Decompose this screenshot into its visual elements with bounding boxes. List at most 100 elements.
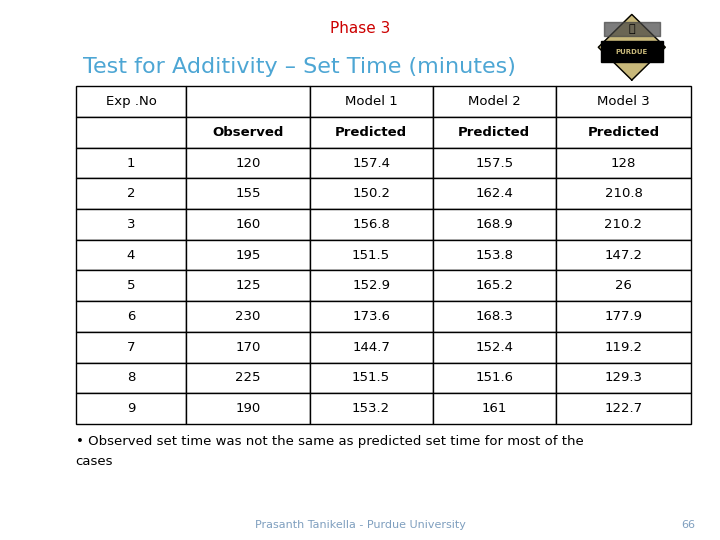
Text: 210.2: 210.2	[605, 218, 642, 231]
Text: 168.9: 168.9	[475, 218, 513, 231]
Text: 150.2: 150.2	[352, 187, 390, 200]
Polygon shape	[598, 15, 665, 80]
Text: Predicted: Predicted	[458, 126, 530, 139]
Text: 156.8: 156.8	[352, 218, 390, 231]
Text: 153.2: 153.2	[352, 402, 390, 415]
Text: 129.3: 129.3	[605, 372, 642, 384]
Bar	[186, 271, 310, 301]
Bar	[186, 178, 310, 209]
Text: 2: 2	[127, 187, 135, 200]
Bar	[310, 332, 433, 362]
Text: Model 2: Model 2	[468, 95, 521, 108]
Text: 3: 3	[127, 218, 135, 231]
Bar	[76, 117, 186, 148]
Bar	[433, 362, 556, 393]
Bar	[433, 301, 556, 332]
Text: 195: 195	[235, 248, 261, 262]
Text: • Observed set time was not the same as predicted set time for most of the: • Observed set time was not the same as …	[76, 435, 583, 448]
Text: 151.5: 151.5	[352, 372, 390, 384]
Bar	[556, 178, 691, 209]
Text: 6: 6	[127, 310, 135, 323]
Bar	[310, 393, 433, 424]
Text: 160: 160	[235, 218, 261, 231]
Text: 147.2: 147.2	[605, 248, 642, 262]
Text: 122.7: 122.7	[604, 402, 642, 415]
Bar	[433, 148, 556, 178]
Bar	[556, 240, 691, 271]
Text: 161: 161	[482, 402, 507, 415]
Bar	[600, 42, 663, 62]
Text: 144.7: 144.7	[352, 341, 390, 354]
Bar	[556, 148, 691, 178]
Bar	[76, 178, 186, 209]
Text: 7: 7	[127, 341, 135, 354]
Bar	[556, 301, 691, 332]
Text: cases: cases	[76, 455, 113, 468]
Text: 9: 9	[127, 402, 135, 415]
Bar	[556, 209, 691, 240]
Bar	[556, 332, 691, 362]
Bar	[310, 86, 433, 117]
Bar	[186, 332, 310, 362]
Bar	[310, 117, 433, 148]
Text: 128: 128	[611, 157, 636, 170]
Text: 210.8: 210.8	[605, 187, 642, 200]
Text: Exp .No: Exp .No	[106, 95, 156, 108]
Text: Observed: Observed	[212, 126, 284, 139]
Bar	[310, 148, 433, 178]
Text: 8: 8	[127, 372, 135, 384]
Text: Predicted: Predicted	[588, 126, 660, 139]
Text: 168.3: 168.3	[475, 310, 513, 323]
Text: 5: 5	[127, 279, 135, 292]
Text: Prasanth Tanikella - Purdue University: Prasanth Tanikella - Purdue University	[255, 520, 465, 530]
Text: 120: 120	[235, 157, 261, 170]
Bar	[76, 86, 186, 117]
Bar	[310, 240, 433, 271]
Bar	[76, 393, 186, 424]
Bar	[433, 178, 556, 209]
Text: 151.6: 151.6	[475, 372, 513, 384]
Bar	[76, 332, 186, 362]
Text: Model 1: Model 1	[345, 95, 397, 108]
Bar	[556, 271, 691, 301]
Text: Phase 3: Phase 3	[330, 21, 390, 36]
Text: 173.6: 173.6	[352, 310, 390, 323]
Text: 157.4: 157.4	[352, 157, 390, 170]
Text: Test for Additivity – Set Time (minutes): Test for Additivity – Set Time (minutes)	[83, 57, 516, 77]
Bar	[76, 271, 186, 301]
Bar	[433, 271, 556, 301]
Bar	[76, 301, 186, 332]
Text: 1: 1	[127, 157, 135, 170]
Text: 157.5: 157.5	[475, 157, 513, 170]
Text: 125: 125	[235, 279, 261, 292]
Bar	[186, 209, 310, 240]
Bar	[186, 240, 310, 271]
Text: 170: 170	[235, 341, 261, 354]
Bar	[186, 86, 310, 117]
Bar	[310, 209, 433, 240]
Bar	[186, 301, 310, 332]
Bar	[556, 117, 691, 148]
Text: PURDUE: PURDUE	[616, 49, 648, 55]
Bar	[76, 148, 186, 178]
Text: 152.4: 152.4	[475, 341, 513, 354]
Text: 🚂: 🚂	[629, 24, 635, 34]
Text: 119.2: 119.2	[605, 341, 642, 354]
Bar	[186, 148, 310, 178]
Bar	[433, 86, 556, 117]
Text: 152.9: 152.9	[352, 279, 390, 292]
Bar	[76, 240, 186, 271]
Bar	[433, 240, 556, 271]
Bar	[310, 301, 433, 332]
Bar	[433, 117, 556, 148]
Text: 165.2: 165.2	[475, 279, 513, 292]
Bar	[186, 362, 310, 393]
Text: 230: 230	[235, 310, 261, 323]
Text: 151.5: 151.5	[352, 248, 390, 262]
Bar	[76, 362, 186, 393]
Text: Predicted: Predicted	[335, 126, 407, 139]
Text: 177.9: 177.9	[605, 310, 642, 323]
Bar	[310, 178, 433, 209]
Text: 153.8: 153.8	[475, 248, 513, 262]
Bar	[556, 86, 691, 117]
